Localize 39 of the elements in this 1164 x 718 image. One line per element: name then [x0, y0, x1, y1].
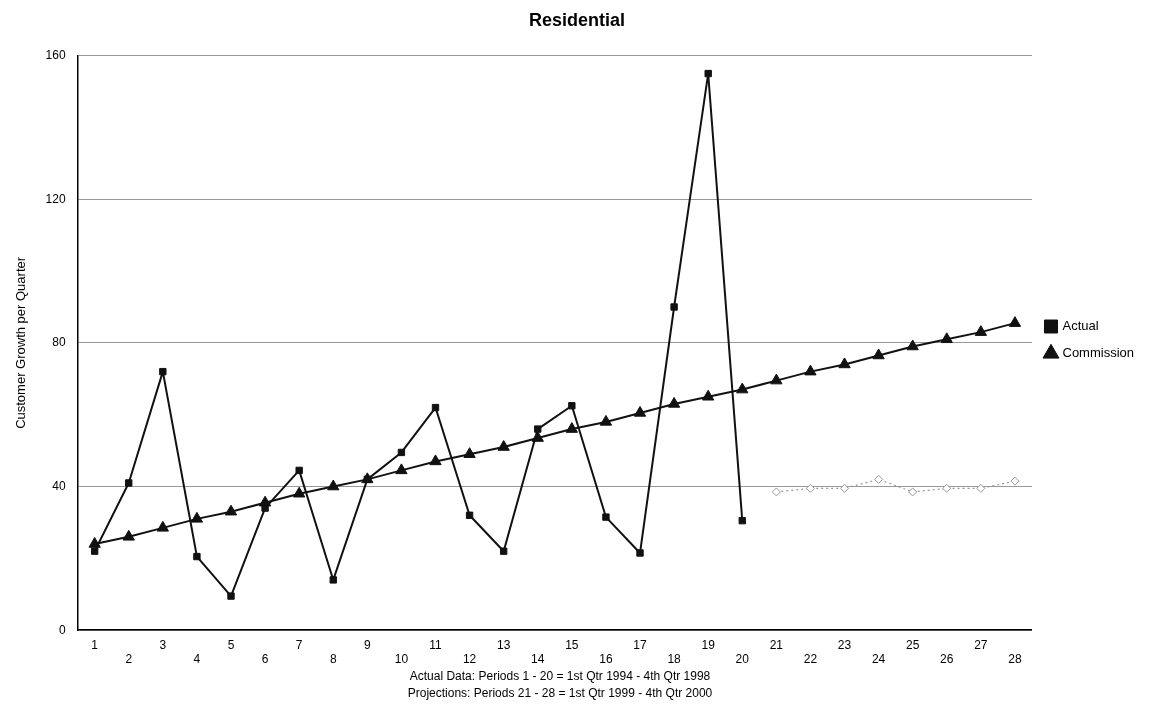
x-tick-label: 14: [531, 652, 545, 667]
x-tick-label: 11: [429, 637, 443, 652]
chart-title: Residential: [528, 9, 626, 30]
x-tick-label: 24: [871, 652, 886, 667]
x-tick-label: 10: [394, 652, 409, 667]
y-tick-label: 0: [58, 622, 66, 637]
x-tick-label: 13: [497, 637, 511, 652]
x-tick-label: 20: [735, 652, 750, 667]
x-tick-label: 25: [906, 637, 920, 652]
y-tick-label: 160: [45, 47, 66, 62]
text: Actual Data: Periods 1 - 20 = 1st Qtr 1994 - 4th Qtr 1998: [408, 668, 712, 685]
x-tick-label: 1: [91, 637, 99, 652]
x-tick-label: 23: [837, 637, 852, 652]
x-tick-label: 7: [295, 637, 303, 652]
x-tick-label: 9: [364, 637, 371, 652]
x-tick-label: 3: [159, 637, 167, 652]
x-tick-label: 4: [193, 652, 201, 667]
legend-label: Commission: [1062, 345, 1134, 361]
x-tick-label: 21: [769, 637, 784, 652]
x-tick-label: 22: [803, 652, 818, 667]
x-tick-label: 2: [125, 652, 133, 667]
x-tick-label: 19: [701, 637, 716, 652]
x-tick-label: 6: [261, 652, 269, 667]
y-tick-label: 40: [52, 478, 66, 493]
x-tick-label: 27: [974, 637, 988, 652]
y-tick-label: 80: [52, 335, 66, 350]
text: Projections: Periods 21 - 28 = 1st Qtr 1999 - 4th Qtr 2000: [406, 685, 714, 702]
legend-label: Actual: [1062, 318, 1099, 334]
x-tick-label: 8: [329, 652, 337, 667]
x-tick-label: 26: [940, 652, 954, 667]
x-tick-label: 15: [565, 637, 579, 652]
x-tick-label: 12: [462, 652, 477, 667]
x-tick-label: 18: [667, 652, 682, 667]
x-tick-label: 5: [227, 637, 235, 652]
y-tick-label: 120: [45, 191, 66, 206]
y-axis-title: Customer Growth per Quarter: [13, 256, 29, 429]
x-tick-label: 16: [599, 652, 613, 667]
x-tick-label: 28: [1008, 652, 1022, 667]
x-tick-label: 17: [633, 637, 648, 652]
